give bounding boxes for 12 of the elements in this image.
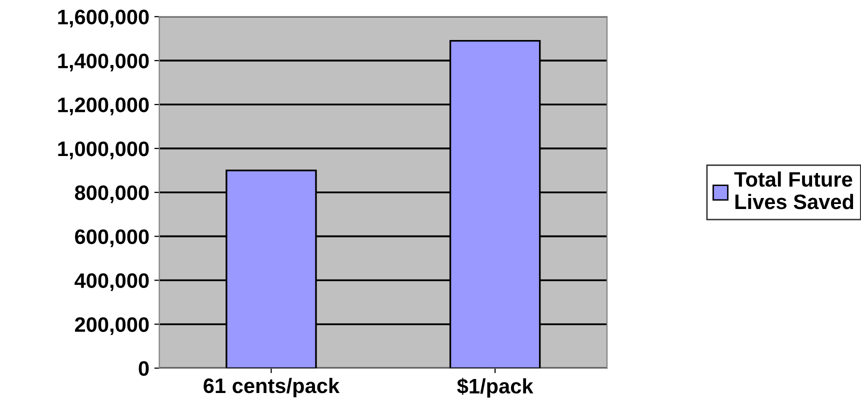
y-tick-label: 1,400,000 bbox=[58, 54, 149, 72]
y-tick-label: 1,200,000 bbox=[58, 98, 149, 116]
y-tick-label: 400,000 bbox=[74, 273, 149, 292]
y-tick-label: 200,000 bbox=[74, 317, 149, 335]
x-tick-label: $1/pack bbox=[457, 378, 534, 398]
y-tick-label: 800,000 bbox=[74, 185, 149, 204]
legend-label: Total Future Lives Saved bbox=[734, 171, 854, 210]
y-tick-label: 1,000,000 bbox=[58, 141, 149, 160]
x-tick-label: 61 cents/pack bbox=[204, 378, 340, 398]
y-tick-label: 1,600,000 bbox=[58, 10, 149, 28]
y-tick-label: 600,000 bbox=[75, 229, 149, 248]
y-tick-label: 0 bbox=[138, 361, 149, 376]
